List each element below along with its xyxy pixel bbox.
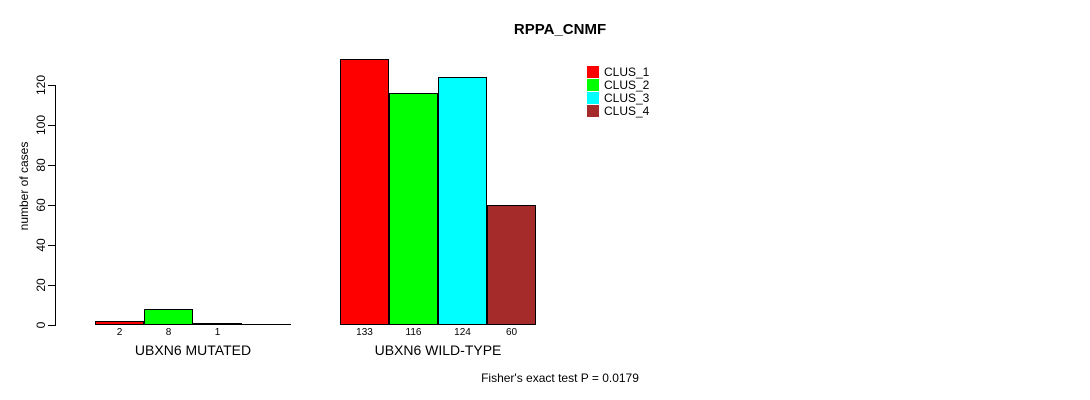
legend-swatch-icon xyxy=(587,66,599,78)
annotation-text: Fisher's exact test P = 0.0179 xyxy=(481,371,639,385)
y-tick-mark xyxy=(48,285,55,286)
y-tick-label: 0 xyxy=(34,321,48,329)
y-tick-mark xyxy=(48,165,55,166)
y-tick-label: 20 xyxy=(34,278,48,292)
legend-label: CLUS_2 xyxy=(604,78,650,92)
bar-value-label: 133 xyxy=(356,327,373,338)
y-tick-label: 80 xyxy=(34,158,48,172)
y-axis xyxy=(55,85,56,326)
bar-clus_3 xyxy=(438,77,487,325)
legend-item-clus_1: CLUS_1 xyxy=(587,66,649,78)
y-tick-mark xyxy=(48,85,55,86)
bar-clus_4 xyxy=(242,324,291,325)
legend-label: CLUS_3 xyxy=(604,91,650,105)
legend-label: CLUS_4 xyxy=(604,104,650,118)
bar-value-label: 8 xyxy=(165,327,172,338)
category-label: UBXN6 MUTATED xyxy=(134,342,252,358)
legend-swatch-icon xyxy=(587,79,599,91)
bar-clus_1 xyxy=(340,59,389,325)
legend-swatch-icon xyxy=(587,92,599,104)
bar-clus_3 xyxy=(193,323,242,325)
legend-label: CLUS_1 xyxy=(604,65,650,79)
legend-item-clus_3: CLUS_3 xyxy=(587,92,649,104)
y-tick-mark xyxy=(48,325,55,326)
y-tick-mark xyxy=(48,245,55,246)
bar-clus_1 xyxy=(95,321,144,325)
legend: CLUS_1 CLUS_2 CLUS_3 CLUS_4 xyxy=(587,66,649,118)
bar-value-label: 60 xyxy=(505,327,518,338)
y-tick-mark xyxy=(48,125,55,126)
bar-value-label: 1 xyxy=(214,327,221,338)
y-tick-mark xyxy=(48,205,55,206)
y-axis-label: number of cases xyxy=(17,141,31,231)
bar-value-label: 2 xyxy=(116,327,123,338)
bar-clus_4 xyxy=(487,205,536,325)
y-tick-label: 120 xyxy=(34,74,48,96)
bar-value-label: 124 xyxy=(454,327,471,338)
category-label: UBXN6 WILD-TYPE xyxy=(374,342,502,358)
bar-clus_2 xyxy=(389,93,438,325)
legend-item-clus_4: CLUS_4 xyxy=(587,105,649,117)
legend-swatch-icon xyxy=(587,105,599,117)
y-tick-label: 100 xyxy=(34,114,48,136)
chart-title: RPPA_CNMF xyxy=(513,21,607,38)
y-tick-label: 60 xyxy=(34,198,48,212)
y-tick-label: 40 xyxy=(34,238,48,252)
legend-item-clus_2: CLUS_2 xyxy=(587,79,649,91)
bar-clus_2 xyxy=(144,309,193,325)
bar-value-label: 116 xyxy=(405,327,422,338)
